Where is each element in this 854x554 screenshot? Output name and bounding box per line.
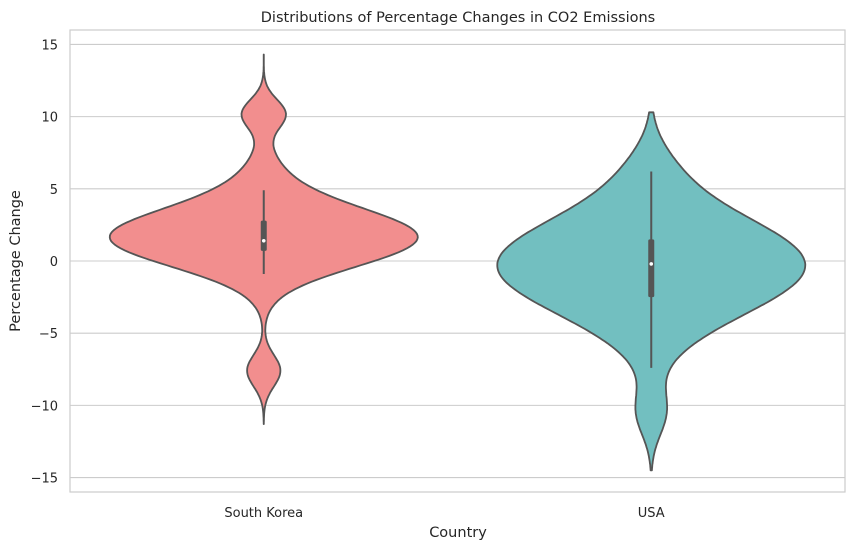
y-tick-label: 10 xyxy=(41,111,58,126)
y-tick-label: −10 xyxy=(31,399,58,414)
median-marker xyxy=(649,262,654,266)
y-tick-label: −15 xyxy=(31,472,58,487)
box-layer xyxy=(260,171,655,368)
y-tick-label: 5 xyxy=(50,183,58,198)
iqr-box xyxy=(648,239,655,298)
y-tick-label: 0 xyxy=(50,255,58,270)
tick-layer: −15 −10 −5 0 5 10 15 South Korea USA xyxy=(31,38,665,521)
y-tick-label: 15 xyxy=(41,38,58,53)
x-tick-label: South Korea xyxy=(224,506,303,521)
y-axis-label: Percentage Change xyxy=(8,190,24,332)
iqr-box xyxy=(260,220,267,251)
plot-frame xyxy=(69,29,846,493)
chart-title: Distributions of Percentage Changes in C… xyxy=(261,10,655,26)
median-marker xyxy=(261,238,266,243)
x-axis-label: Country xyxy=(429,525,487,541)
x-tick-label: USA xyxy=(638,506,665,521)
y-tick-label: −5 xyxy=(39,327,58,342)
